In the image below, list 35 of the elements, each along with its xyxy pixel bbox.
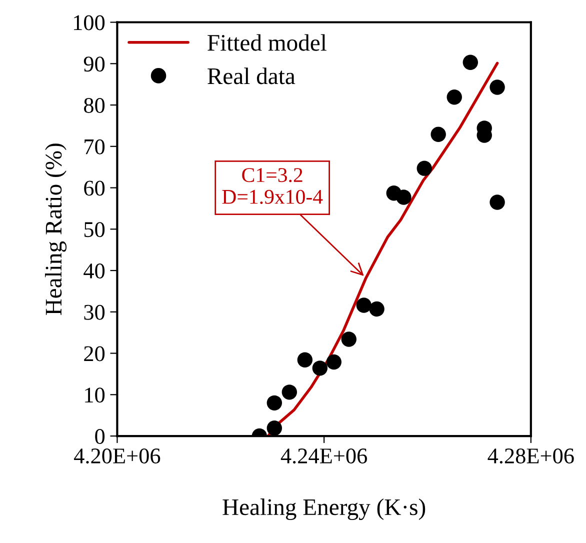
y-tick-label: 100 (74, 15, 105, 30)
point (446, 90, 462, 105)
x-axis-title: Healing Energy (K·s) (222, 498, 426, 520)
y-tick-label: 20 (84, 346, 105, 362)
point (490, 80, 505, 95)
y-tick-label: 70 (84, 139, 105, 154)
y-tick-label: 10 (85, 388, 105, 403)
legend-label: Fitted model (208, 34, 326, 51)
y-tick-label: 60 (84, 180, 105, 196)
y-tick-label: 0 (95, 428, 105, 444)
y-axis-title: Healing Ratio (%) (45, 144, 67, 316)
y-tick-label: 30 (84, 304, 105, 320)
point (266, 395, 282, 411)
y-tick-label: 50 (84, 222, 105, 238)
legend-label: Real data (208, 68, 296, 84)
point (297, 352, 313, 368)
y-tick-label: 40 (84, 263, 105, 278)
point (326, 354, 342, 370)
point (282, 384, 298, 400)
point (462, 54, 478, 70)
y-tick-label: 80 (84, 98, 105, 113)
annotation: C1=3.2 D=1.9x10-4 (222, 168, 323, 204)
point (266, 420, 282, 436)
y-tick-label: 90 (84, 56, 105, 72)
point (490, 194, 505, 210)
point (356, 298, 372, 313)
point (341, 332, 356, 347)
point (396, 190, 412, 205)
point (369, 301, 384, 317)
point (312, 360, 328, 376)
point (430, 126, 446, 142)
x-tick-label: 4.24E+06 (280, 448, 368, 464)
x-tick-label: 4.20E+06 (74, 448, 160, 464)
point (416, 160, 432, 176)
x-tick-label: 4.28E+06 (488, 448, 574, 464)
